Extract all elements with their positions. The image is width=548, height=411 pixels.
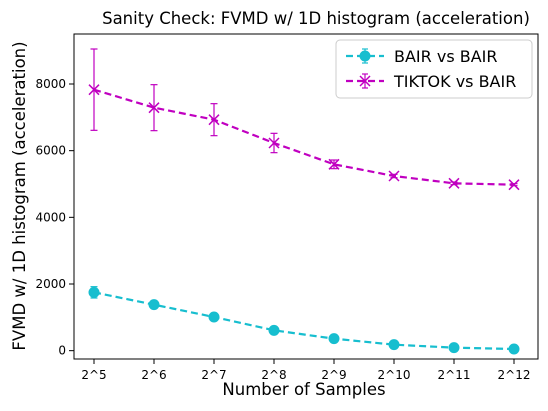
- y-tick-label: 8000: [35, 77, 66, 91]
- series-line: [93, 291, 515, 351]
- x-axis-label: Number of Samples: [222, 380, 385, 399]
- series-1: [88, 48, 520, 191]
- data-point: [388, 339, 400, 351]
- data-point-stroke: [268, 137, 280, 149]
- y-tick-label: 4000: [35, 210, 66, 224]
- data-point-stroke: [448, 177, 460, 189]
- data-point-stroke: [328, 158, 340, 170]
- x-tick-label: 2^5: [81, 368, 106, 382]
- legend-marker-stroke: [359, 75, 371, 87]
- data-point: [88, 84, 100, 96]
- legend-marker: [359, 50, 371, 62]
- x-tick-label: 2^7: [201, 368, 226, 382]
- x-tick-label: 2^12: [498, 368, 531, 382]
- legend-marker: [359, 75, 371, 87]
- legend-label: BAIR vs BAIR: [394, 47, 498, 66]
- legend-label: TIKTOK vs BAIR: [393, 72, 516, 91]
- data-point-stroke: [208, 114, 220, 126]
- y-tick-label: 6000: [35, 144, 66, 158]
- axis-ticks: 2^5 2^6 2^7 2^8 2^9 2^10 2^11 2^12 0 2000 4000 6000…: [35, 77, 530, 382]
- data-point: [208, 311, 220, 323]
- data-point-stroke: [388, 170, 400, 182]
- legend-entry: TIKTOK vs BAIR: [346, 72, 516, 91]
- x-tick-label: 2^9: [321, 368, 346, 382]
- data-point-stroke: [148, 102, 160, 114]
- data-point: [148, 102, 160, 114]
- series-0: [88, 286, 520, 355]
- legend-entry: BAIR vs BAIR: [346, 47, 498, 66]
- plot-frame: [73, 33, 539, 360]
- x-tick-label: 2^6: [141, 368, 166, 382]
- data-point: [268, 137, 280, 149]
- data-point: [388, 170, 400, 182]
- series-line: [93, 88, 515, 186]
- legend: BAIR vs BAIR TIKTOK vs BAIR: [335, 39, 533, 99]
- chart-title: Sanity Check: FVMD w/ 1D histogram (acce…: [102, 9, 530, 28]
- data-point: [508, 343, 520, 355]
- x-tick-label: 2^10: [378, 368, 411, 382]
- y-axis-label: FVMD w/ 1D histogram (acceleration): [10, 41, 29, 350]
- data-point: [448, 342, 460, 354]
- data-point: [208, 114, 220, 126]
- data-point: [328, 333, 340, 345]
- data-point: [448, 177, 460, 189]
- data-point: [148, 299, 160, 311]
- data-point: [508, 179, 520, 191]
- x-tick-label: 2^11: [438, 368, 471, 382]
- y-tick-label: 2000: [35, 277, 66, 291]
- data-point: [328, 158, 340, 170]
- data-point-stroke: [88, 84, 100, 96]
- data-point-stroke: [508, 179, 520, 191]
- legend-box: [335, 39, 533, 99]
- x-tick-label: 2^8: [261, 368, 286, 382]
- plot-area: [88, 48, 520, 355]
- data-point: [268, 324, 280, 336]
- data-point: [88, 286, 100, 298]
- y-tick-label: 0: [58, 344, 66, 358]
